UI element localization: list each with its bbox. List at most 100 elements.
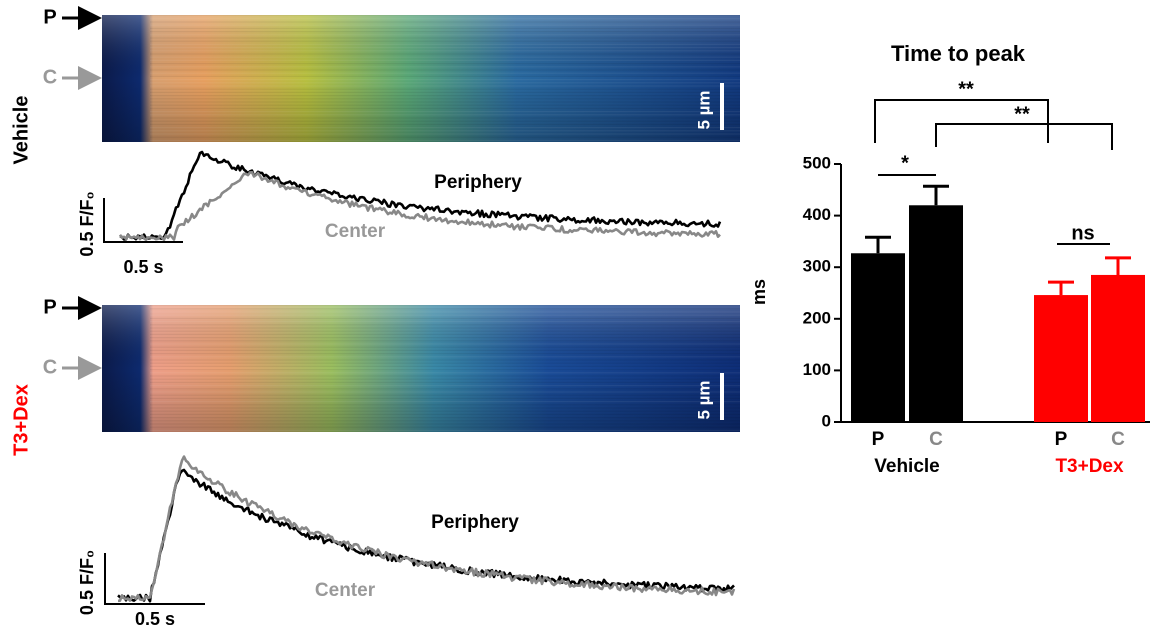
scan-stripe xyxy=(150,311,740,313)
scan-stripe xyxy=(150,365,740,367)
scan-stripe xyxy=(150,88,740,90)
scale-bar xyxy=(103,198,183,243)
scan-stripe xyxy=(150,31,740,33)
scan-stripe xyxy=(150,130,740,132)
scan-stripe xyxy=(150,330,740,332)
periphery-label: Periphery xyxy=(431,512,519,533)
x-tick-label: C xyxy=(1111,429,1125,450)
scan-stripe xyxy=(150,69,740,71)
scan-stripe xyxy=(150,340,740,342)
amplitude-scale-label: 0.5 F/F₀ xyxy=(77,550,97,615)
scan-stripe xyxy=(150,407,740,409)
y-tick-label: 300 xyxy=(803,257,831,276)
scan-stripe xyxy=(150,308,740,310)
scan-stripe xyxy=(150,381,740,383)
scan-stripe xyxy=(150,117,740,119)
scan-stripe xyxy=(150,127,740,129)
scan-stripe xyxy=(150,321,740,323)
scan-stripe xyxy=(150,18,740,20)
significance-bracket xyxy=(935,123,1113,150)
bar xyxy=(851,253,905,422)
y-tick-label: 200 xyxy=(803,308,831,327)
scan-stripe xyxy=(150,410,740,412)
y-tick-label: 400 xyxy=(803,205,831,224)
y-tick-label: 100 xyxy=(803,360,831,379)
x-tick-label: P xyxy=(1055,429,1068,450)
trace xyxy=(119,150,722,241)
panel: P C 5 µm T3+Dex 0.5 F/F₀ 0.5 s Periphery Center xyxy=(10,296,740,629)
scan-stripe xyxy=(150,111,740,113)
scan-stripe xyxy=(150,114,740,116)
scan-stripe xyxy=(150,356,740,358)
bar-chart: Time to peak ms 0 100 200 300 400 500 P C Vehicle P… xyxy=(749,41,1150,477)
trace xyxy=(118,171,721,242)
scan-stripe xyxy=(150,133,740,135)
scan-stripe xyxy=(150,82,740,84)
scan-stripe xyxy=(150,91,740,93)
bar xyxy=(1034,295,1088,422)
y-axis-label: ms xyxy=(749,279,769,305)
scan-stripe xyxy=(150,56,740,58)
scan-stripe xyxy=(150,15,740,17)
scan-stripe xyxy=(150,27,740,29)
left-panels: P C 5 µm Vehicle 0.5 F/F₀ 0.5 s Periphery Cente… xyxy=(10,6,740,629)
scan-stripe xyxy=(150,24,740,26)
scan-stripe xyxy=(150,314,740,316)
panel: P C 5 µm Vehicle 0.5 F/F₀ 0.5 s Periphery Cente… xyxy=(10,6,740,277)
time-scale-label: 0.5 s xyxy=(135,609,175,629)
scale-bar xyxy=(104,553,205,605)
scan-stripe xyxy=(150,50,740,52)
space-scale-label: 5 µm xyxy=(694,380,713,419)
scan-stripe xyxy=(150,40,740,42)
scan-stripe xyxy=(150,53,740,55)
scan-stripe xyxy=(150,346,740,348)
scan-stripe xyxy=(150,75,740,77)
line-scan-shade xyxy=(102,15,740,142)
scan-stripe xyxy=(150,429,740,431)
group-label: Vehicle xyxy=(874,456,940,477)
scan-stripe xyxy=(150,388,740,390)
scan-stripe xyxy=(150,95,740,97)
space-scale-label: 5 µm xyxy=(694,90,713,129)
center-label: Center xyxy=(325,221,386,242)
time-scale-label: 0.5 s xyxy=(123,257,163,277)
scan-stripe xyxy=(150,305,740,307)
scan-stripe xyxy=(150,85,740,87)
scan-stripe xyxy=(150,101,740,103)
scan-stripe xyxy=(150,426,740,428)
amplitude-scale-label: 0.5 F/F₀ xyxy=(77,191,97,256)
scan-stripe xyxy=(150,317,740,319)
center-marker: C xyxy=(43,66,57,88)
scan-stripe xyxy=(150,417,740,419)
bar xyxy=(1091,274,1145,422)
line-scan-shade xyxy=(102,305,740,432)
y-tick-label: 500 xyxy=(803,153,831,172)
scan-stripe xyxy=(150,391,740,393)
scan-stripe xyxy=(150,404,740,406)
scan-stripe xyxy=(150,59,740,61)
scan-stripe xyxy=(150,98,740,100)
error-bar xyxy=(1105,256,1131,275)
chart-title: Time to peak xyxy=(891,41,1026,66)
scan-stripe xyxy=(150,375,740,377)
scan-stripe xyxy=(150,423,740,425)
scan-stripe xyxy=(150,343,740,345)
scan-stripe xyxy=(150,37,740,39)
error-bar xyxy=(923,184,949,206)
significance-label: ns xyxy=(1071,222,1094,244)
scan-stripe xyxy=(150,337,740,339)
condition-label: Vehicle xyxy=(10,96,32,165)
scan-stripe xyxy=(150,372,740,374)
scan-stripe xyxy=(150,136,740,138)
x-tick-label: P xyxy=(872,429,885,450)
scan-stripe xyxy=(150,359,740,361)
scan-stripe xyxy=(150,333,740,335)
significance-label: ** xyxy=(1014,103,1030,125)
significance-label: * xyxy=(901,152,909,174)
scan-stripe xyxy=(150,107,740,109)
scan-stripe xyxy=(150,139,740,141)
scan-stripe xyxy=(150,43,740,45)
scan-stripe xyxy=(150,385,740,387)
periphery-marker: P xyxy=(43,296,56,318)
